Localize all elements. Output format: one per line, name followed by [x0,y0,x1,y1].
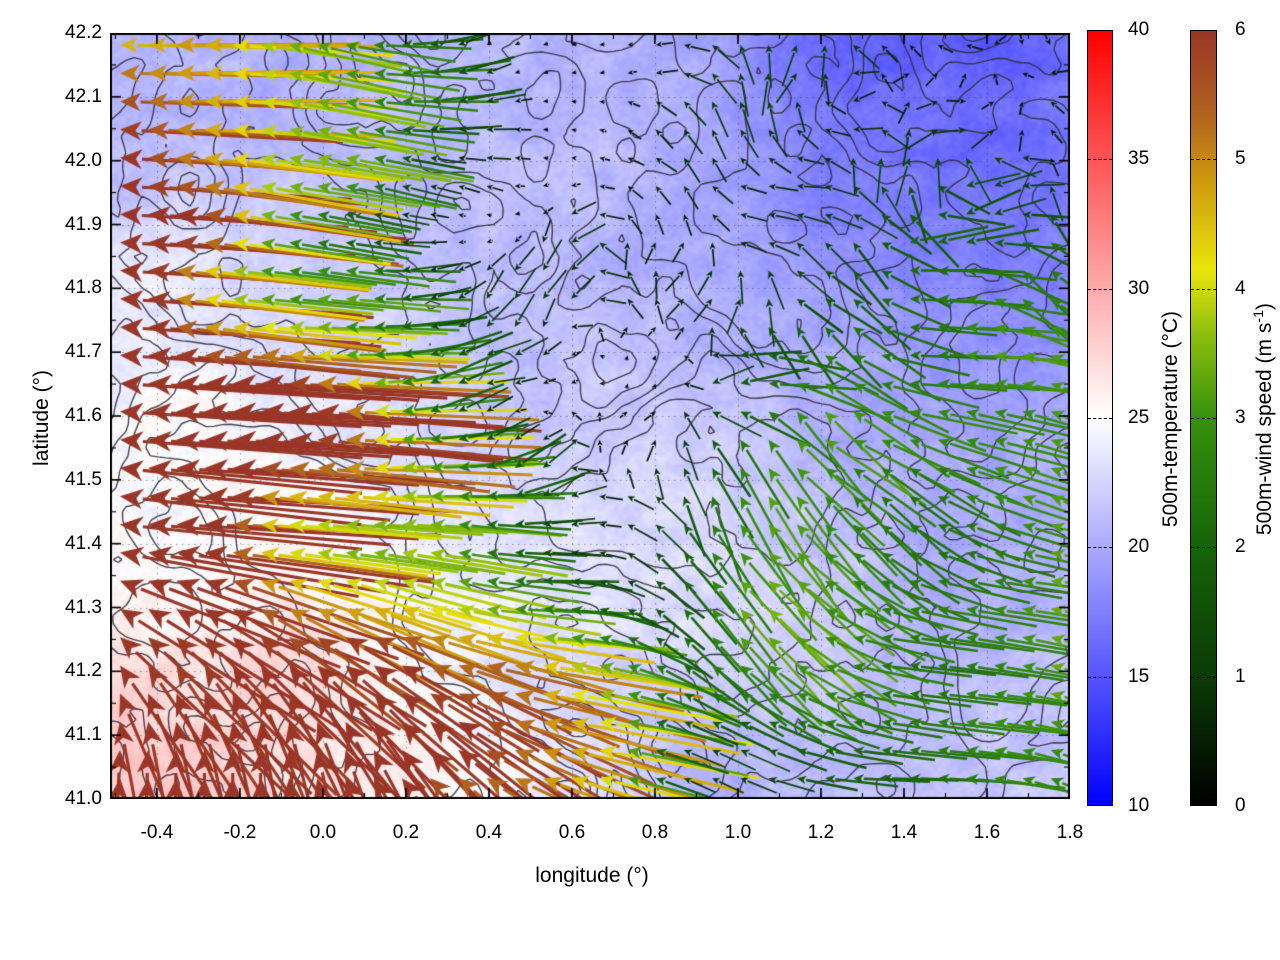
colorbar-tick-label: 1 [1235,665,1246,687]
y-tick-label: 41.7 [65,341,102,363]
colorbar-tick-dash [1088,676,1112,678]
x-tick-label: -0.4 [140,822,174,843]
y-tick-label: 42.0 [65,149,102,171]
y-tick-label: 41.0 [65,788,102,809]
x-tick-label: 1.6 [973,822,1001,843]
x-tick-label: 1.4 [890,822,918,843]
colorbar-tick-dash [1088,547,1112,549]
colorbar-tick-dash [1088,288,1112,290]
x-tick-label: -0.2 [223,822,257,843]
x-tick-label: 1.8 [1056,822,1084,843]
colorbar-tick-dash [1191,418,1216,419]
map-canvas [110,33,1070,799]
colorbar-tick-label: 0 [1235,795,1246,816]
y-tick-label: 41.3 [65,596,102,618]
colorbar-tick-label: 2 [1235,536,1246,558]
plot-area [110,33,1070,799]
x-tick-label: 1.0 [724,822,752,843]
colorbar-tick-dash [1088,159,1112,161]
x-tick-label: 0.4 [475,822,503,843]
x-tick-label: 0.2 [392,822,420,843]
colorbar-tick-dash [1191,159,1216,161]
y-tick-label: 41.2 [65,660,102,682]
colorbar-tick-label: 40 [1128,19,1150,40]
colorbar-tick-label: 35 [1128,148,1150,170]
x-tick-label: 0.8 [641,822,669,843]
temperature-colorbar-title: 500m-temperature (°C) [1159,310,1182,528]
colorbar-tick-dash [1088,418,1112,419]
colorbar-tick-label: 30 [1128,277,1150,299]
y-tick-label: 42.2 [65,22,102,43]
colorbar-tick-dash [1191,676,1216,678]
colorbar-tick-label: 4 [1235,277,1246,299]
colorbar-tick-label: 5 [1235,148,1246,170]
colorbar-tick-dash [1191,288,1216,290]
y-tick-label: 41.4 [65,532,102,554]
colorbar-tick-label: 25 [1128,407,1150,428]
colorbar-tick-label: 10 [1128,795,1150,816]
x-axis-label: longitude (°) [535,864,649,887]
y-tick-label: 41.8 [65,277,102,299]
colorbar-tick-label: 20 [1128,536,1150,558]
y-tick-label: 41.5 [65,468,102,490]
wind-speed-colorbar [1190,30,1217,806]
colorbar-tick-dash [1191,547,1216,549]
y-tick-label: 41.1 [65,724,102,746]
colorbar-tick-label: 3 [1235,407,1246,428]
x-tick-label: 1.2 [807,822,835,843]
y-tick-label: 42.1 [65,85,102,107]
x-tick-label: 0.0 [309,822,337,843]
wind-speed-colorbar-title: 500m-wind speed (m s-1) [1251,302,1276,536]
y-tick-label: 41.6 [65,405,102,426]
x-tick-label: 0.6 [558,822,586,843]
colorbar-tick-label: 15 [1128,665,1150,687]
temperature-colorbar [1087,30,1113,806]
colorbar-tick-label: 6 [1235,19,1246,40]
y-tick-label: 41.9 [65,213,102,235]
